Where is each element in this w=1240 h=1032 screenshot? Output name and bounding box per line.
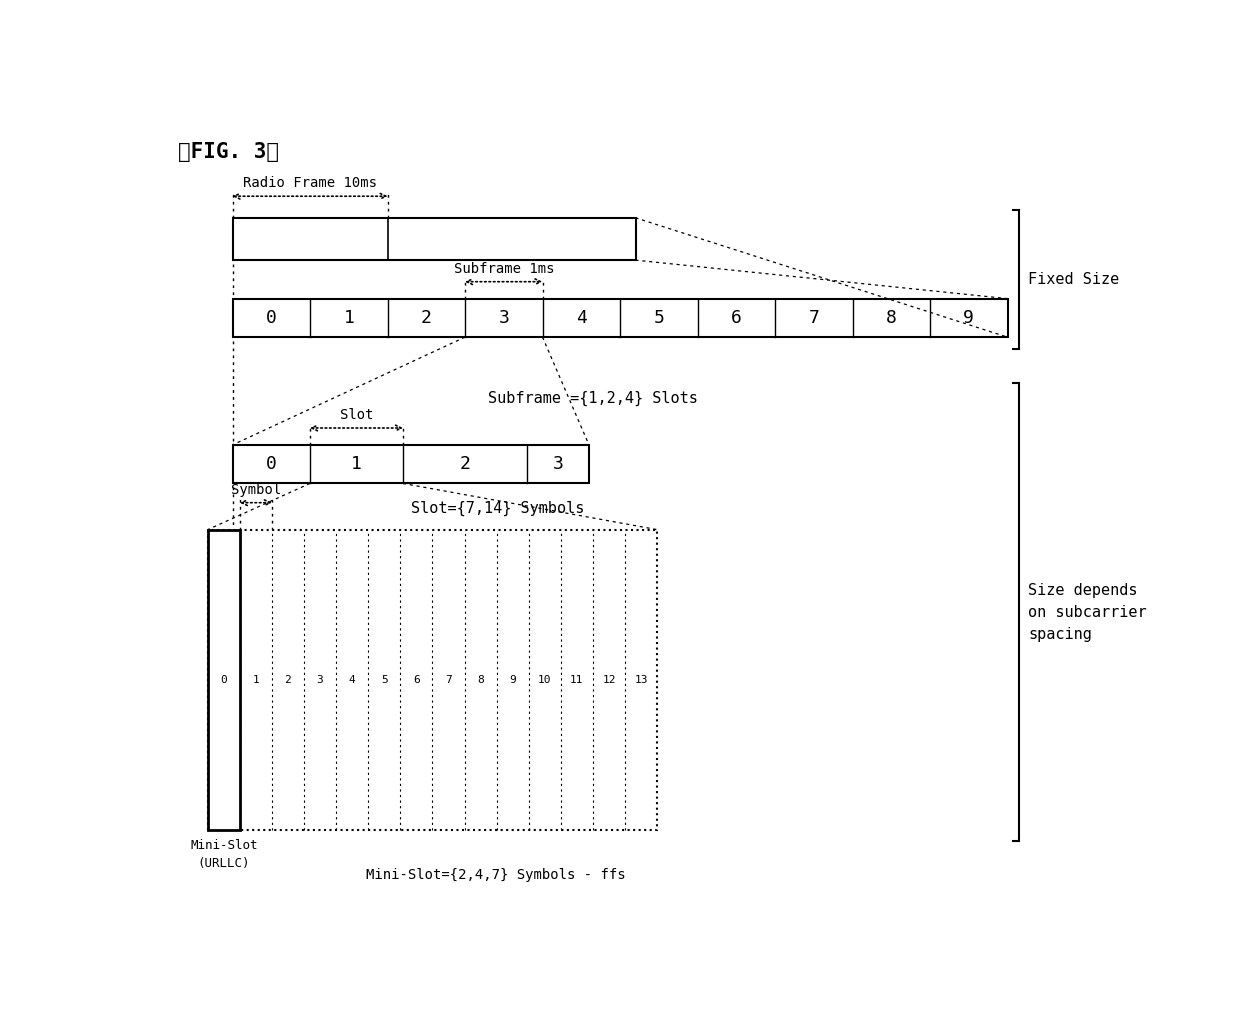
Text: 2: 2 xyxy=(285,675,291,685)
Text: Fixed Size: Fixed Size xyxy=(1028,271,1120,287)
Text: 7: 7 xyxy=(808,309,820,327)
Text: 4: 4 xyxy=(575,309,587,327)
Text: 8: 8 xyxy=(477,675,484,685)
Text: Mini-Slot={2,4,7} Symbols - ffs: Mini-Slot={2,4,7} Symbols - ffs xyxy=(366,868,626,881)
Text: Subframe 1ms: Subframe 1ms xyxy=(454,261,554,276)
Text: 6: 6 xyxy=(730,309,742,327)
Text: 10: 10 xyxy=(538,675,552,685)
Text: 9: 9 xyxy=(963,309,975,327)
Text: 0: 0 xyxy=(221,675,227,685)
Text: 4: 4 xyxy=(348,675,356,685)
Text: 8: 8 xyxy=(885,309,897,327)
Text: 3: 3 xyxy=(316,675,324,685)
Text: 5: 5 xyxy=(653,309,665,327)
Text: 13: 13 xyxy=(635,675,647,685)
Text: 9: 9 xyxy=(510,675,516,685)
Bar xyxy=(207,529,239,830)
Text: 11: 11 xyxy=(570,675,584,685)
Bar xyxy=(233,298,1007,337)
Text: 2: 2 xyxy=(420,309,432,327)
Text: 1: 1 xyxy=(253,675,259,685)
Text: 3: 3 xyxy=(553,455,563,474)
Text: 0: 0 xyxy=(265,455,277,474)
Text: 6: 6 xyxy=(413,675,420,685)
Text: Subframe ={1,2,4} Slots: Subframe ={1,2,4} Slots xyxy=(489,391,698,407)
Text: Size depends
on subcarrier
spacing: Size depends on subcarrier spacing xyxy=(1028,583,1147,642)
Text: 7: 7 xyxy=(445,675,451,685)
Text: 1: 1 xyxy=(343,309,355,327)
Text: Radio Frame 10ms: Radio Frame 10ms xyxy=(243,176,377,190)
Text: Symbol: Symbol xyxy=(231,483,281,496)
Text: 12: 12 xyxy=(603,675,616,685)
Text: Mini-Slot
(URLLC): Mini-Slot (URLLC) xyxy=(190,839,258,870)
Text: 【FIG. 3】: 【FIG. 3】 xyxy=(179,142,279,162)
Text: 5: 5 xyxy=(381,675,388,685)
Text: 2: 2 xyxy=(460,455,470,474)
Text: Slot: Slot xyxy=(340,408,373,422)
Bar xyxy=(207,529,657,830)
Bar xyxy=(233,218,635,260)
Text: 3: 3 xyxy=(498,309,510,327)
Text: 0: 0 xyxy=(265,309,277,327)
Text: 1: 1 xyxy=(351,455,362,474)
Text: Slot={7,14} Symbols: Slot={7,14} Symbols xyxy=(410,501,584,516)
Bar xyxy=(233,445,589,483)
